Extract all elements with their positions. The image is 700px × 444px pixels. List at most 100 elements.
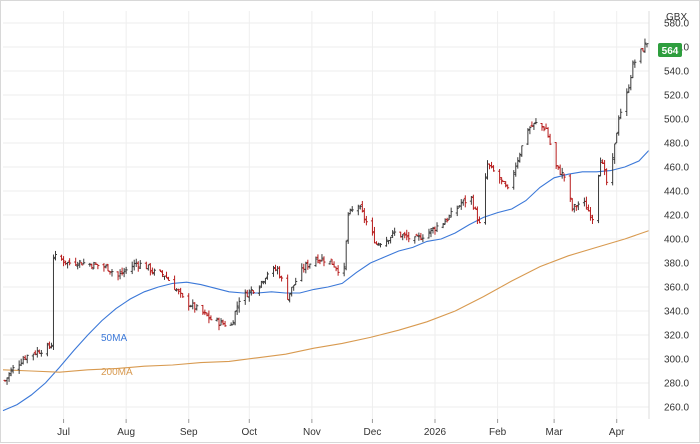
ohlc-bar (336, 265, 340, 276)
ohlc-bar (219, 318, 223, 326)
y-tick-label: 380.0 (664, 259, 689, 270)
ohlc-bar (290, 286, 294, 297)
ohlc-bar (132, 259, 136, 271)
ohlc-bar (435, 222, 439, 233)
y-tick-label: 480.0 (664, 139, 689, 150)
ohlc-bar (187, 293, 191, 311)
ohlc-bar (500, 177, 504, 185)
x-tick-label: Sep (180, 427, 198, 438)
ohlc-bar (518, 152, 522, 163)
ohlc-bar (492, 165, 496, 172)
ohlc-bar (276, 265, 280, 275)
ohlc-bar (560, 167, 564, 179)
ohlc-bar (150, 267, 154, 275)
ohlc-bar (23, 355, 27, 361)
ohlc-bar (19, 358, 23, 367)
ohlc-bar (641, 48, 645, 52)
ohlc-bar (447, 214, 451, 220)
ohlc-bar (548, 133, 552, 146)
ohlc-bar (417, 232, 421, 241)
ohlc-bar (407, 231, 411, 243)
ohlc-bar (590, 214, 594, 225)
ohlc-bar (165, 271, 169, 279)
ohlc-bar (223, 320, 227, 327)
ohlc-bar (603, 160, 607, 176)
ohlc-bar (344, 240, 348, 271)
ohlc-bar (542, 126, 546, 132)
y-tick-label: 460.0 (664, 163, 689, 174)
ohlc-bar (631, 60, 635, 79)
x-tick-label: Oct (242, 427, 258, 438)
ohlc-bar (302, 263, 306, 273)
ohlc-bar (490, 161, 494, 169)
ohlc-bar (376, 242, 380, 246)
ohlc-bar (441, 223, 445, 229)
ohlc-bar (92, 261, 96, 270)
ohlc-bar (328, 260, 332, 265)
currency-label: GBX (666, 12, 687, 23)
ohlc-bar (379, 243, 383, 248)
ohlc-bar (265, 271, 269, 280)
ohlc-bar (249, 286, 253, 296)
ohlc-bar (82, 258, 86, 265)
ohlc-bar (645, 43, 649, 48)
ohlc-bar (11, 364, 15, 374)
last-price-label: 564 (662, 46, 679, 57)
y-tick-label: 280.0 (664, 379, 689, 390)
ohlc-bar (582, 197, 586, 207)
ohlc-bar (504, 181, 508, 188)
ohlc-bar (195, 304, 199, 311)
ohlc-bar (68, 258, 72, 266)
ohlc-bar (362, 208, 366, 224)
y-tick-label: 300.0 (664, 355, 689, 366)
ohlc-bar (136, 261, 140, 272)
ohlc-bar (421, 234, 425, 243)
ohlc-bar (403, 231, 407, 239)
ohlc-bar (617, 115, 621, 136)
ohlc-bar (372, 226, 376, 244)
ohlc-bar (146, 264, 150, 271)
ohlc-bar (540, 123, 544, 131)
x-tick-label: Nov (303, 427, 321, 438)
ohlc-bar (526, 128, 530, 145)
ohlc-bar (9, 367, 13, 377)
y-tick-label: 360.0 (664, 283, 689, 294)
ohlc-bar (35, 347, 39, 358)
ohlc-bar (207, 310, 211, 324)
ohlc-bar (627, 84, 631, 93)
ohlc-bar (584, 196, 588, 210)
ohlc-bar (520, 145, 524, 157)
ohlc-bar (443, 218, 447, 226)
ohlc-bar (49, 342, 53, 349)
ohlc-bar (615, 132, 619, 144)
ohlc-bar (348, 208, 352, 215)
ohlc-bar (181, 293, 185, 298)
ohlc-bar (611, 153, 615, 186)
last-price-badge (658, 43, 682, 57)
ohlc-bar-layer (3, 38, 649, 385)
x-tick-label: Mar (546, 427, 564, 438)
ohlc-bar (138, 260, 142, 270)
ohlc-bar (356, 204, 360, 216)
ohlc-bar (461, 199, 465, 206)
ohlc-bar (102, 263, 106, 272)
ohlc-bar (360, 200, 364, 213)
ohlc-bar (90, 263, 94, 270)
ohlc-bar (259, 280, 263, 288)
ohlc-bar (88, 262, 92, 267)
ohlc-bar (148, 263, 152, 276)
ohlc-bar (160, 270, 164, 278)
ohlc-bar (530, 121, 534, 127)
ohlc-bar (346, 212, 350, 244)
ohlc-bar (374, 241, 378, 245)
y-tick-label: 500.0 (664, 115, 689, 126)
ohlc-bar (427, 228, 431, 239)
ohlc-bar (25, 354, 29, 364)
y-tick-label: 320.0 (664, 331, 689, 342)
moving-average-layer (2, 149, 650, 412)
ohlc-bar (370, 217, 374, 236)
ohlc-bar (455, 205, 459, 217)
ohlc-bar (292, 284, 296, 291)
ohlc-bar (37, 349, 41, 354)
ma200-label: 200MA (101, 367, 133, 378)
